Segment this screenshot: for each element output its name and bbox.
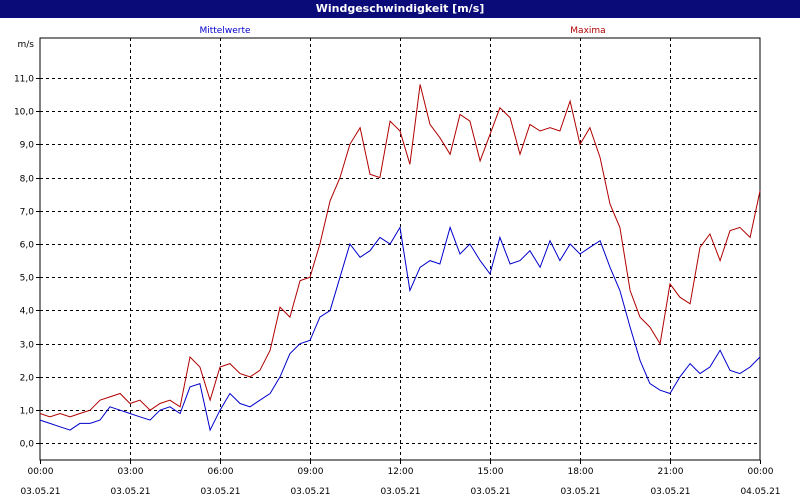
x-tick-label-date: 03.05.21 <box>290 487 330 497</box>
x-tick-label-date: 03.05.21 <box>470 487 510 497</box>
wind-speed-chart: 0,0 1,0 2,0 3,0 4,0 5,0 6,0 7,0 8,0 9,0 10,0 11,0 00… <box>14 26 781 497</box>
x-tick-label-time: 12:00 <box>388 467 414 477</box>
y-axis-label: m/s <box>18 40 35 50</box>
x-tick-label-date: 03.05.21 <box>650 487 690 497</box>
y-tick-label: 6,0 <box>20 241 35 251</box>
legend-label-maxima: Maxima <box>570 26 605 36</box>
x-tick-label-time: 00:00 <box>28 467 54 477</box>
y-tick-label: 3,0 <box>20 341 35 351</box>
x-tick-label-time: 06:00 <box>208 467 234 477</box>
y-tick-label: 10,0 <box>14 108 34 118</box>
x-tick-label-date: 03.05.21 <box>200 487 240 497</box>
x-tick-label-time: 00:00 <box>748 467 774 477</box>
x-tick-label-time: 18:00 <box>568 467 594 477</box>
x-tick-label-time: 09:00 <box>298 467 324 477</box>
x-tick-label-date: 04.05.21 <box>740 487 780 497</box>
x-tick-label-date: 03.05.21 <box>110 487 150 497</box>
y-tick-label: 11,0 <box>14 75 34 85</box>
x-tick-label-time: 15:00 <box>478 467 504 477</box>
y-tick-label: 5,0 <box>20 274 35 284</box>
y-tick-label: 0,0 <box>20 440 35 450</box>
y-tick-label: 2,0 <box>20 374 35 384</box>
x-tick-label-time: 03:00 <box>118 467 144 477</box>
y-tick-label: 9,0 <box>20 141 35 151</box>
x-tick-label-date: 03.05.21 <box>380 487 420 497</box>
legend-label-mittelwerte: Mittelwerte <box>199 26 250 36</box>
series-line-maxima <box>39 84 761 418</box>
x-tick-label-date: 03.05.21 <box>560 487 600 497</box>
y-tick-label: 7,0 <box>20 208 35 218</box>
y-tick-label: 8,0 <box>20 175 35 185</box>
window-title: Windgeschwindigkeit [m/s] <box>0 0 800 18</box>
series-line-mittelwerte <box>39 225 761 432</box>
y-tick-label: 4,0 <box>20 307 35 317</box>
x-tick-label-time: 21:00 <box>658 467 684 477</box>
y-tick-label: 1,0 <box>20 407 35 417</box>
x-tick-label-date: 03.05.21 <box>20 487 60 497</box>
